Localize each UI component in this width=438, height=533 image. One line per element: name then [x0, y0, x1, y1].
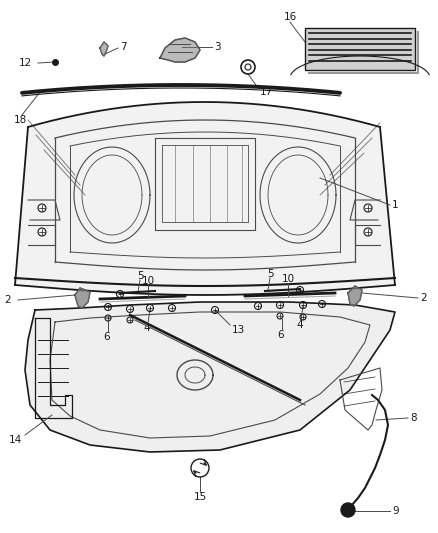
Text: 2: 2	[420, 293, 427, 303]
Text: 4: 4	[144, 323, 150, 333]
Text: 16: 16	[283, 12, 297, 22]
Text: 17: 17	[260, 87, 273, 97]
Polygon shape	[25, 302, 395, 452]
Text: 6: 6	[278, 330, 284, 340]
Text: 13: 13	[232, 325, 245, 335]
Text: 3: 3	[214, 42, 221, 52]
Text: 10: 10	[141, 276, 155, 286]
Text: 10: 10	[282, 274, 295, 284]
Text: 6: 6	[104, 332, 110, 342]
Polygon shape	[15, 102, 395, 295]
Polygon shape	[348, 286, 362, 306]
Polygon shape	[100, 42, 108, 56]
Text: 7: 7	[120, 42, 127, 52]
Text: 12: 12	[18, 58, 32, 68]
Polygon shape	[160, 38, 200, 62]
Text: 5: 5	[267, 269, 273, 279]
Text: 5: 5	[137, 271, 143, 281]
Bar	[305, 28, 415, 70]
Text: 1: 1	[392, 200, 399, 210]
Text: 8: 8	[410, 413, 417, 423]
Circle shape	[341, 503, 355, 517]
Text: 9: 9	[392, 506, 399, 516]
Text: 14: 14	[8, 435, 21, 445]
Text: 4: 4	[297, 320, 303, 330]
Text: 2: 2	[5, 295, 11, 305]
Polygon shape	[75, 288, 90, 308]
Text: 18: 18	[14, 115, 27, 125]
Text: 15: 15	[193, 492, 207, 502]
